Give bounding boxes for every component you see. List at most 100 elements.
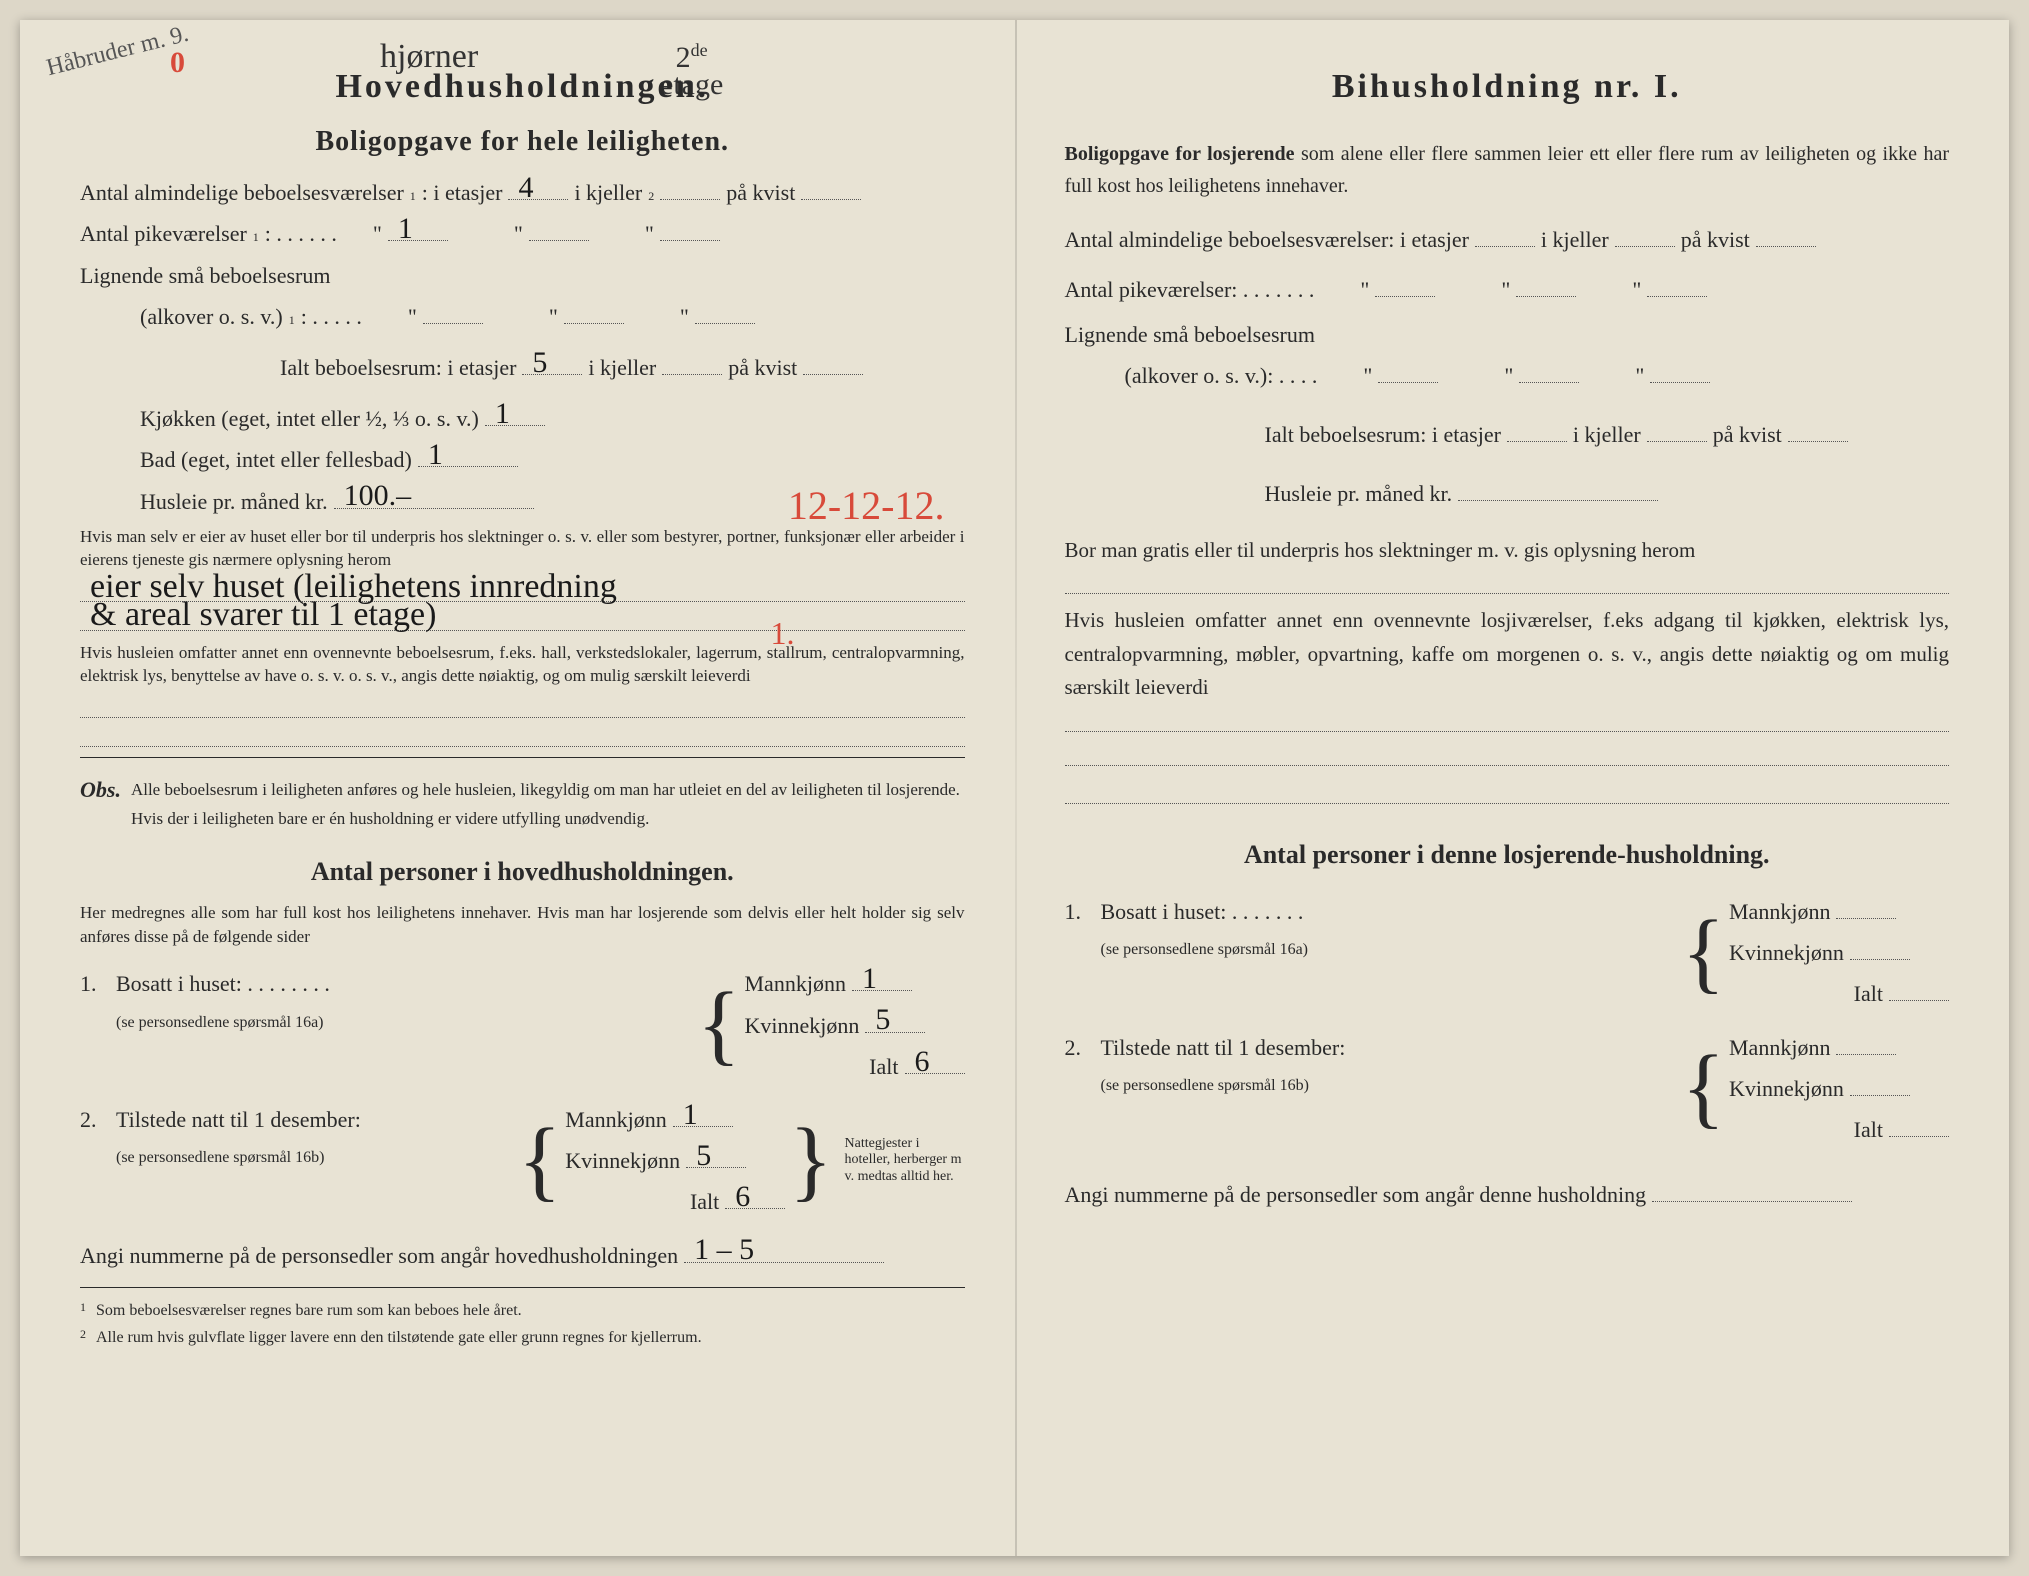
r-field-angi[interactable] <box>1652 1178 1852 1202</box>
fn-number: 2 <box>80 1325 86 1351</box>
r-field-ialt-et[interactable] <box>1507 418 1567 442</box>
field-p2-mann[interactable]: 1 <box>673 1103 733 1127</box>
label-ialt: Ialt <box>1854 976 1883 1011</box>
label-mann: Mannkjønn <box>1729 1030 1830 1065</box>
field-alkover-kjeller[interactable] <box>564 300 624 324</box>
field-p1-mann[interactable]: 1 <box>852 967 912 991</box>
field-kjokken[interactable]: 1 <box>485 402 545 426</box>
field-alkover-etasjer[interactable] <box>423 300 483 324</box>
r-field-p2-ialt[interactable] <box>1889 1113 1949 1137</box>
r-field-pike-kv[interactable] <box>1647 272 1707 296</box>
label: på kvist <box>726 175 795 210</box>
field-rent-scope-1[interactable] <box>80 694 965 718</box>
r-persons-title: Antal personer i denne losjerende-hushol… <box>1065 834 1950 876</box>
label: i kjeller <box>1541 222 1609 257</box>
label: Antal pikeværelser: . . . . . . . <box>1065 272 1315 307</box>
row-beboelsesvaerelser: Antal almindelige beboelsesværelser1 : i… <box>80 175 965 210</box>
r-para-rentscope: Hvis husleien omfatter annet enn ovennev… <box>1065 604 1950 732</box>
footnote-ref: 1 <box>253 228 259 247</box>
field-rent-scope-2[interactable] <box>80 722 965 746</box>
left-title: Hovedhusholdningen. <box>80 60 965 114</box>
footnotes: 1Som beboelsesværelser regnes bare rum s… <box>80 1287 965 1351</box>
r-field-ialt-kj[interactable] <box>1647 418 1707 442</box>
field-bad[interactable]: 1 <box>418 443 518 467</box>
right-intro: Boligopgave for losjerende som alene ell… <box>1065 138 1950 202</box>
field-p1-ialt[interactable]: 6 <box>905 1050 965 1074</box>
persons-intro: Her medregnes alle som har full kost hos… <box>80 901 965 949</box>
r-field-p1-ialt[interactable] <box>1889 977 1949 1001</box>
field-husleie[interactable]: 100.– <box>334 484 534 508</box>
field-kvist[interactable] <box>801 176 861 200</box>
sub-label: (se personsedlene spørsmål 16b) <box>116 1149 324 1166</box>
field-p2-ialt[interactable]: 6 <box>725 1185 785 1209</box>
r-field-p2-mann[interactable] <box>1836 1030 1896 1054</box>
field-p1-kvinne[interactable]: 5 <box>865 1008 925 1032</box>
census-form-page: Håbruder m. 9. 0 hjørner 2de etage Hoved… <box>20 20 2009 1556</box>
r-field-gratis[interactable] <box>1065 571 1950 594</box>
field-ialt-etasjer[interactable]: 5 <box>522 351 582 375</box>
field-ialt-kjeller[interactable] <box>662 351 722 375</box>
field-p2-kvinne[interactable]: 5 <box>686 1144 746 1168</box>
label: Antal almindelige beboelsesværelser <box>80 175 404 210</box>
field-kjeller[interactable] <box>660 176 720 200</box>
field-alkover-kvist[interactable] <box>695 300 755 324</box>
label: i kjeller <box>574 175 642 210</box>
r-field-p1-mann[interactable] <box>1836 895 1896 919</box>
label-ialt: Ialt <box>690 1184 719 1219</box>
ditto: " <box>1501 272 1510 307</box>
r-field-scope-3[interactable] <box>1065 780 1950 804</box>
label-kvinne: Kvinnekjønn <box>1729 1071 1844 1106</box>
r-person-row-2: 2. Tilstede natt til 1 desember: (se per… <box>1065 1030 1950 1148</box>
r-field-alk-et[interactable] <box>1378 359 1438 383</box>
r-para-gratis: Bor man gratis eller til underpris hos s… <box>1065 534 1950 595</box>
field-pike-kvist[interactable] <box>660 217 720 241</box>
label-mann: Mannkjønn <box>565 1102 666 1137</box>
r-row-angi: Angi nummerne på de personsedler som ang… <box>1065 1177 1950 1212</box>
label-mann: Mannkjønn <box>1729 894 1830 929</box>
row-pikevaerelser: Antal pikeværelser1 : . . . . . . " 1 " … <box>80 216 965 251</box>
label: Bosatt i huset: <box>1101 899 1227 924</box>
brace-left-icon: { <box>1682 917 1725 989</box>
label: Angi nummerne på de personsedler som ang… <box>1065 1177 1647 1212</box>
hotel-sidenote: Nattegjester i hoteller, herberger m v. … <box>845 1136 965 1186</box>
person-row-2: 2. Tilstede natt til 1 desember: (se per… <box>80 1102 965 1220</box>
label: (alkover o. s. v.): . . . . <box>1125 358 1318 393</box>
field-angi[interactable]: 1 – 5 <box>684 1238 884 1262</box>
label: på kvist <box>1681 222 1750 257</box>
label-kvinne: Kvinnekjønn <box>1729 935 1844 970</box>
r-field-p2-kvinne[interactable] <box>1850 1072 1910 1096</box>
row-bad: Bad (eget, intet eller fellesbad) 1 <box>140 442 965 477</box>
field-ialt-kvist[interactable] <box>803 351 863 375</box>
r-field-alk-kv[interactable] <box>1650 359 1710 383</box>
label: Ialt beboelsesrum: i etasjer <box>280 350 516 385</box>
r-field-scope-1[interactable] <box>1065 709 1950 732</box>
row-number: 1. <box>80 966 104 1001</box>
obs-text-2: Hvis der i leiligheten bare er én hushol… <box>131 807 960 831</box>
r-field-husleie[interactable] <box>1458 477 1658 501</box>
r-field-pike-et[interactable] <box>1375 272 1435 296</box>
r-field-ialt-kv[interactable] <box>1788 418 1848 442</box>
row-kjokken: Kjøkken (eget, intet eller ½, ⅓ o. s. v.… <box>140 401 965 436</box>
r-field-kvist[interactable] <box>1756 223 1816 247</box>
person-row-1: 1. Bosatt i huset: . . . . . . . . (se p… <box>80 966 965 1084</box>
row-angi-nummer: Angi nummerne på de personsedler som ang… <box>80 1238 965 1273</box>
footnote-ref: 1 <box>410 187 416 206</box>
footnote-ref: 1 <box>289 311 295 330</box>
row-alkover: (alkover o. s. v.)1 : . . . . . " " " <box>140 299 965 334</box>
obs-block: Obs. Alle beboelsesrum i leiligheten anf… <box>80 772 965 838</box>
field-etasjer[interactable]: 4 <box>508 176 568 200</box>
r-field-pike-kj[interactable] <box>1516 272 1576 296</box>
r-row-beboelsesvaerelser: Antal almindelige beboelsesværelser: i e… <box>1065 222 1950 257</box>
field-owner-remark-2[interactable]: & areal svarer til 1 etage) <box>80 606 965 630</box>
r-row-ialt: Ialt beboelsesrum: i etasjer i kjeller p… <box>1265 417 1950 452</box>
ditto: " <box>1632 272 1641 307</box>
r-field-alk-kj[interactable] <box>1519 359 1579 383</box>
r-field-kjeller[interactable] <box>1615 223 1675 247</box>
r-field-scope-2[interactable] <box>1065 742 1950 766</box>
ditto: " <box>373 216 382 251</box>
r-field-etasjer[interactable] <box>1475 223 1535 247</box>
field-pike-etasjer[interactable]: 1 <box>388 217 448 241</box>
field-pike-kjeller[interactable] <box>529 217 589 241</box>
r-field-p1-kvinne[interactable] <box>1850 936 1910 960</box>
sub-label: (se personsedlene spørsmål 16b) <box>1101 1077 1309 1094</box>
